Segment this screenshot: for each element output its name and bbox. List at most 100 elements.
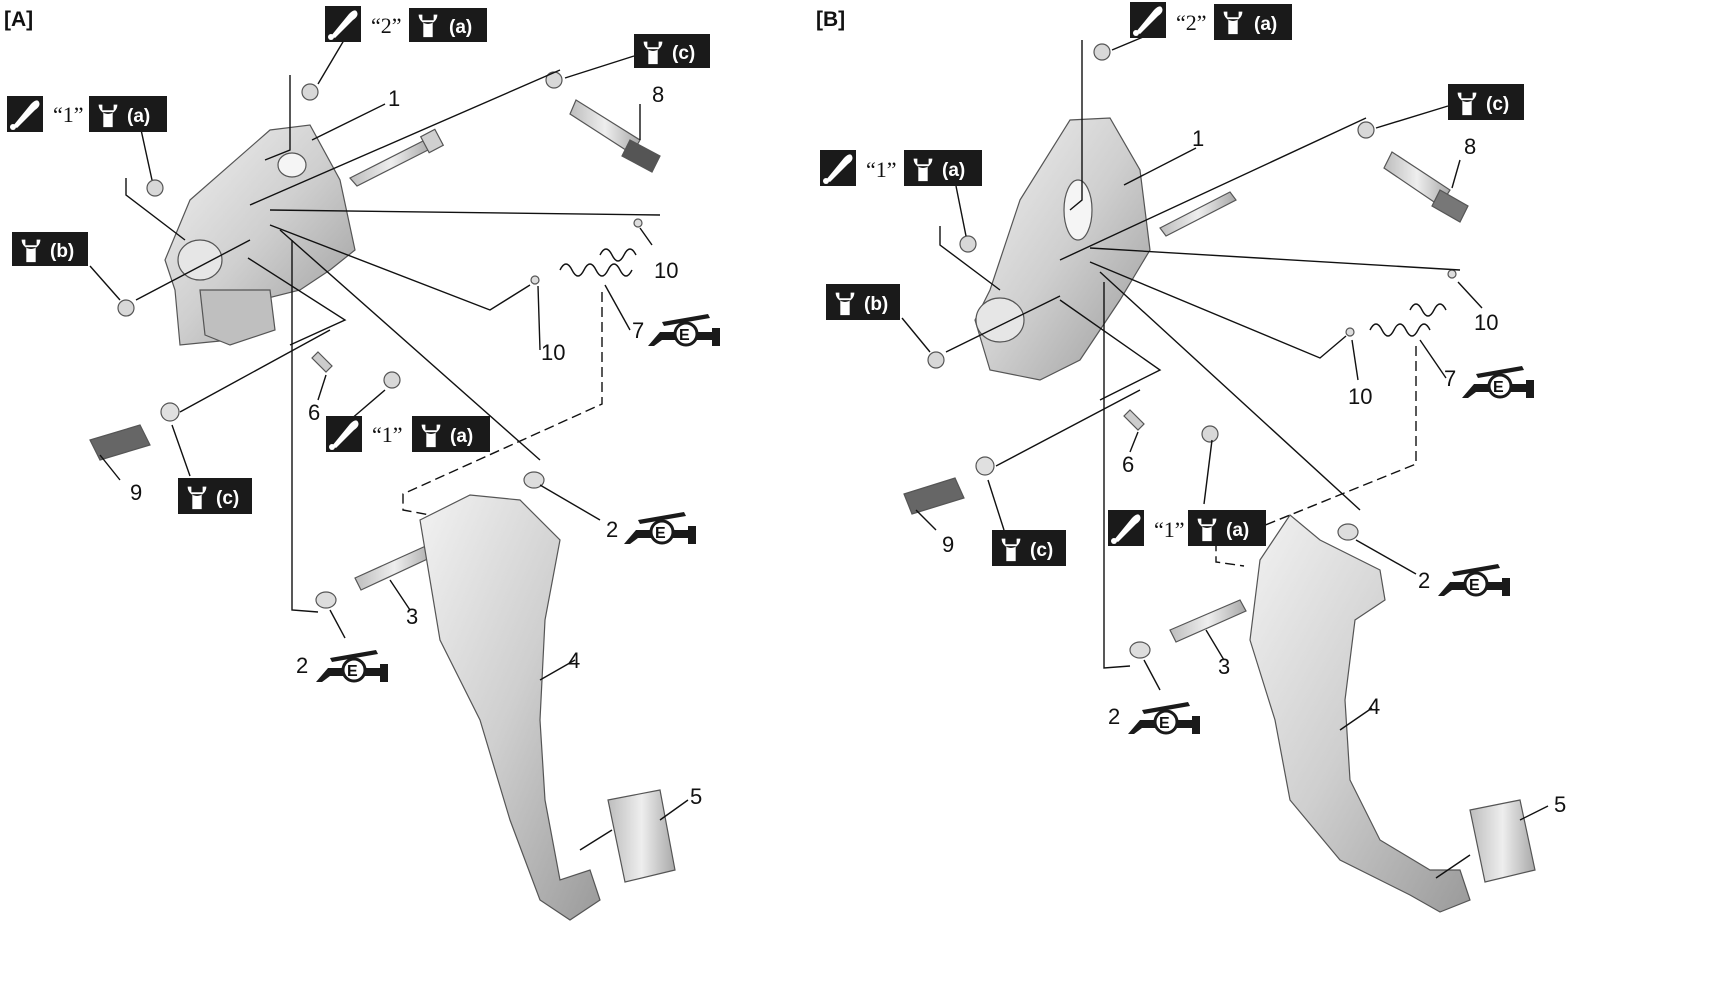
nut-b-top <box>1093 43 1111 61</box>
badge-b-a: (b) <box>12 232 88 266</box>
pedal-bracket-a <box>164 124 356 346</box>
svg-text:E: E <box>347 663 358 680</box>
panel-label-b: [B] <box>816 8 845 31</box>
shaft-3-a <box>354 544 435 591</box>
svg-text:(a): (a) <box>450 426 473 447</box>
bushing-2-b-lower <box>1129 641 1151 659</box>
svg-text:“1”: “1” <box>53 102 84 127</box>
spring-7-b <box>1369 303 1447 337</box>
svg-text:“1”: “1” <box>866 157 897 182</box>
callout-7-b: 7 <box>1444 366 1456 391</box>
svg-text:(a): (a) <box>449 17 472 38</box>
switch-8-b <box>1383 151 1469 223</box>
callout-3-a: 3 <box>406 604 418 629</box>
switch-8-a <box>569 99 661 173</box>
svg-text:(c): (c) <box>1030 540 1053 561</box>
spring-7-a <box>559 248 637 277</box>
pedal-pad-5-a <box>607 789 676 883</box>
callout-5-a: 5 <box>690 784 702 809</box>
svg-text:(b): (b) <box>50 241 74 262</box>
pedal-arm-4-a <box>419 494 601 921</box>
callout-9-a: 9 <box>130 480 142 505</box>
svg-text:(c): (c) <box>672 43 695 64</box>
svg-text:“1”: “1” <box>1154 517 1185 542</box>
svg-text:E: E <box>1159 715 1170 732</box>
switch-9-b <box>903 477 965 515</box>
bushing-2-b-upper <box>1337 523 1359 541</box>
badge-grease-2-b-top: “2” (a) <box>1130 2 1292 40</box>
badge-c-a-top: (c) <box>634 34 710 68</box>
callout-7-a: 7 <box>632 318 644 343</box>
callout-6-b: 6 <box>1122 452 1134 477</box>
leader-lines-b <box>901 29 1549 879</box>
svg-text:E: E <box>679 327 690 344</box>
nut-b-c <box>975 456 995 476</box>
callout-10-a-right: 10 <box>654 258 678 283</box>
callout-8-a: 8 <box>652 82 664 107</box>
svg-text:(c): (c) <box>1486 94 1509 115</box>
pedal-arm-4-b <box>1249 514 1471 913</box>
callout-1-a: 1 <box>388 86 400 111</box>
shaft-3-b <box>1169 599 1247 643</box>
svg-text:E: E <box>1469 577 1480 594</box>
badge-c-b-bottom: (c) <box>992 530 1066 566</box>
callout-2-b-lower: 2 <box>1108 704 1120 729</box>
pin-6-b <box>1123 409 1145 431</box>
svg-text:“2”: “2” <box>371 13 402 38</box>
svg-text:“2”: “2” <box>1176 10 1207 35</box>
nut-a-c <box>160 402 180 422</box>
nut-b-b <box>927 351 945 369</box>
callout-5-b: 5 <box>1554 792 1566 817</box>
pin-6-a <box>311 351 333 373</box>
nut-a-left <box>146 179 164 197</box>
callout-3-b: 3 <box>1218 654 1230 679</box>
nut-a-b <box>117 299 135 317</box>
svg-text:E: E <box>1493 379 1504 396</box>
svg-text:(b): (b) <box>864 294 888 315</box>
clip-10-a-2 <box>530 275 540 285</box>
callout-2-a-upper: 2 <box>606 517 618 542</box>
badge-c-a-bottom: (c) <box>178 478 252 514</box>
svg-text:(a): (a) <box>127 106 150 127</box>
callout-10-b-left: 10 <box>1348 384 1372 409</box>
lubricant-icon-2-b-lower: E <box>1126 700 1202 736</box>
pivot-bolt-a <box>349 128 445 187</box>
nut-a-top <box>301 83 319 101</box>
nut-b-1 <box>1201 425 1219 443</box>
callout-6-a: 6 <box>308 400 320 425</box>
svg-text:“1”: “1” <box>372 422 403 447</box>
callout-2-a-lower: 2 <box>296 653 308 678</box>
svg-text:(a): (a) <box>1226 520 1249 541</box>
lubricant-icon-2-a-lower: E <box>314 648 390 684</box>
svg-text:(a): (a) <box>1254 14 1277 35</box>
nut-b-c-top <box>1357 121 1375 139</box>
clip-10-b-2 <box>1345 327 1355 337</box>
callout-2-b-upper: 2 <box>1418 568 1430 593</box>
panel-label-a: [A] <box>4 8 33 31</box>
lubricant-icon-7-b: E <box>1460 364 1536 400</box>
callout-10-b-right: 10 <box>1474 310 1498 335</box>
badge-c-b-top: (c) <box>1448 84 1524 120</box>
callout-9-b: 9 <box>942 532 954 557</box>
svg-text:(a): (a) <box>942 160 965 181</box>
callout-1-b: 1 <box>1192 126 1204 151</box>
svg-text:E: E <box>655 525 666 542</box>
badge-grease-1-a-left: “1” (a) <box>7 96 167 132</box>
badge-grease-1-a-mid: “1” (a) <box>326 416 490 452</box>
lubricant-icon-2-b-upper: E <box>1436 562 1512 598</box>
badge-grease-1-b-left: “1” (a) <box>820 150 982 186</box>
nut-a-1 <box>383 371 401 389</box>
callout-10-a-left: 10 <box>541 340 565 365</box>
leader-lines-a <box>89 29 689 851</box>
pedal-pad-5-b <box>1469 799 1536 883</box>
svg-text:(c): (c) <box>216 488 239 509</box>
callout-8-b: 8 <box>1464 134 1476 159</box>
callout-4-b: 4 <box>1368 694 1380 719</box>
badge-grease-2-a-top: “2” (a) <box>325 6 487 42</box>
pivot-bolt-b <box>1159 191 1237 237</box>
clip-10-a-1 <box>633 218 643 228</box>
clip-10-b-1 <box>1447 269 1457 279</box>
nut-b-left <box>959 235 977 253</box>
badge-b-b: (b) <box>826 284 900 320</box>
